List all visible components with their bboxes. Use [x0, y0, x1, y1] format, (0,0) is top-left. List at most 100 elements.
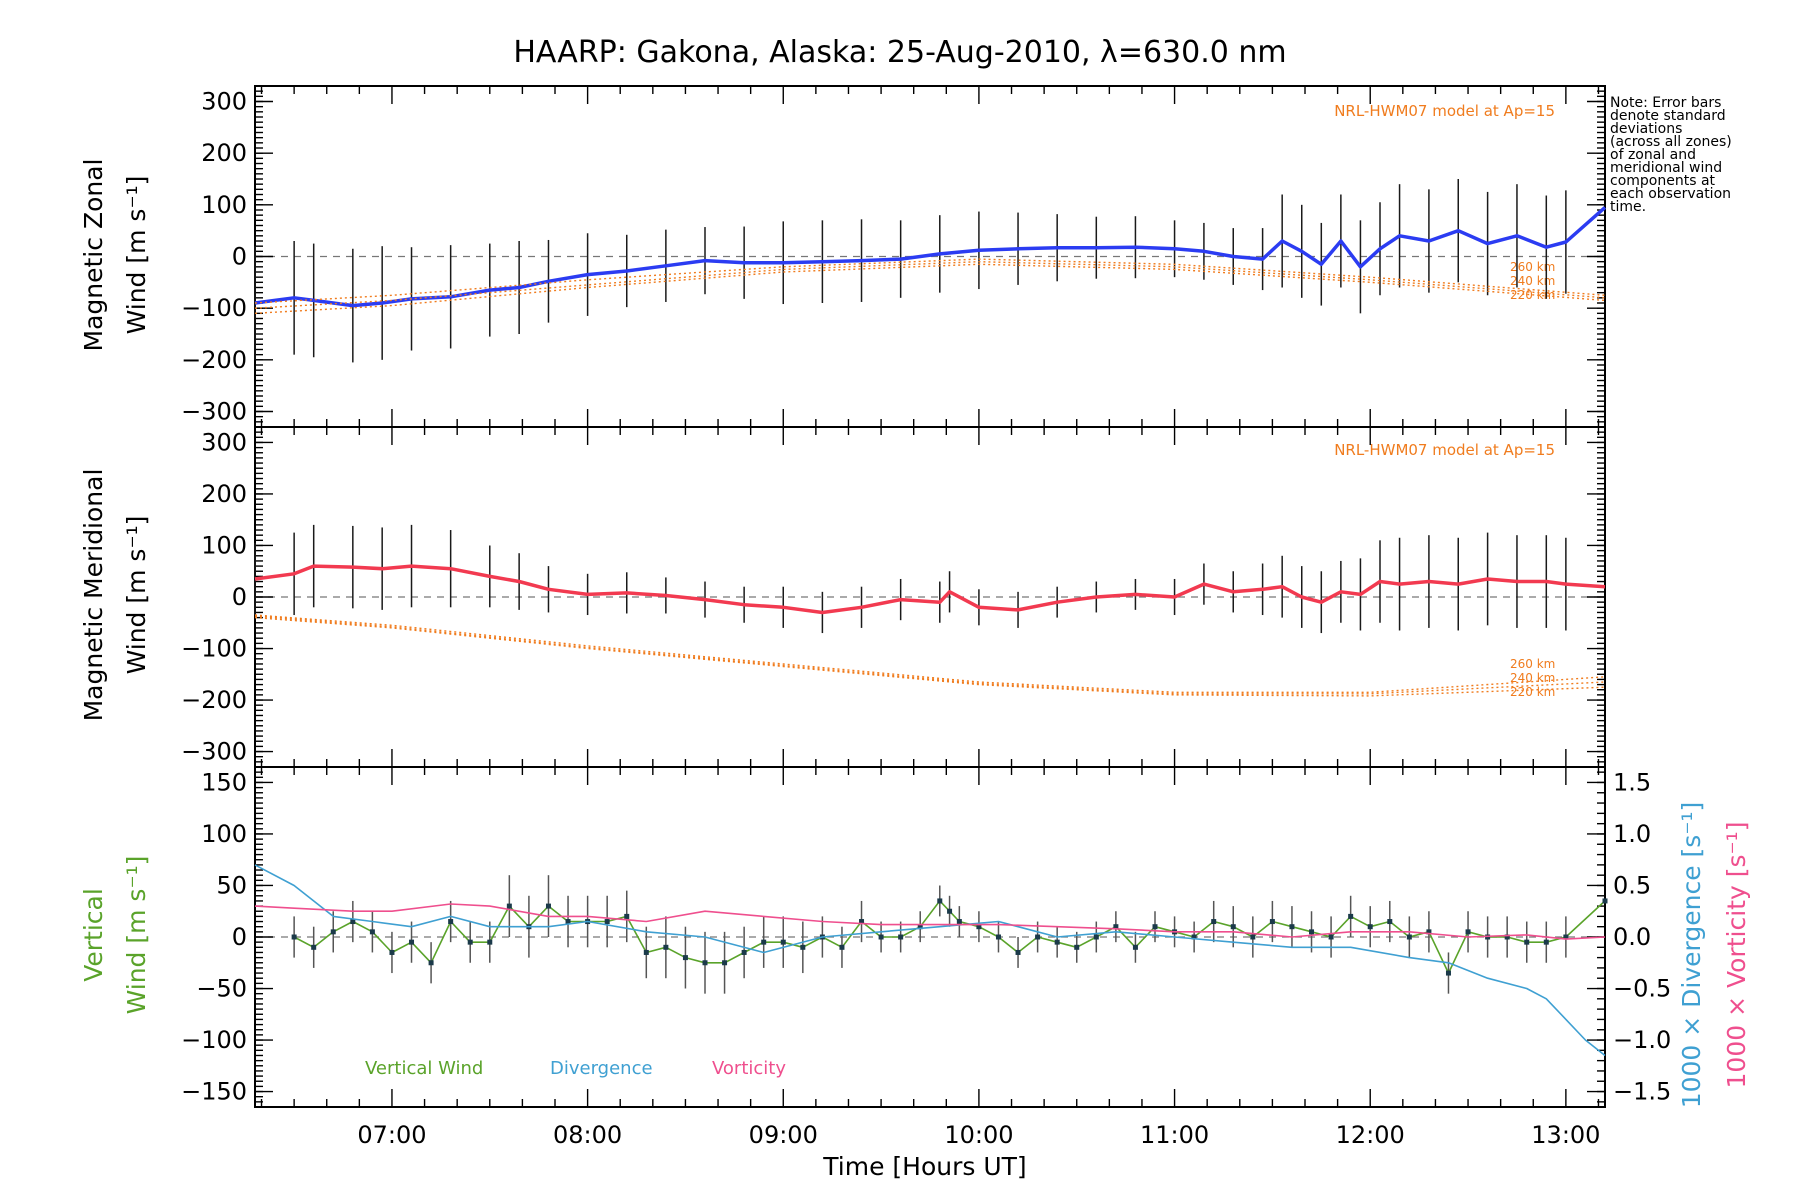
vertical-wind-point: [350, 919, 356, 925]
x-tick-label: 11:00: [1140, 1121, 1209, 1149]
vertical-wind-point: [1035, 934, 1041, 940]
y2-tick-label: −1.0: [1613, 1026, 1671, 1054]
y-tick-label: −200: [181, 346, 247, 374]
legend-vorticity: Vorticity: [712, 1058, 786, 1079]
x-tick-label: 08:00: [553, 1121, 622, 1149]
vertical-wind-point: [506, 903, 512, 909]
y2-tick-label: −1.5: [1613, 1078, 1671, 1106]
y-tick-label: 100: [201, 191, 247, 219]
y2-tick-label: 0.5: [1613, 871, 1651, 899]
vertical-wind-point: [937, 898, 943, 904]
vertical-wind-point: [1093, 934, 1099, 940]
vertical-wind-point: [1524, 939, 1530, 945]
vertical-wind-point: [428, 960, 434, 966]
x-tick-label: 09:00: [749, 1121, 818, 1149]
vertical-wind-point: [1309, 929, 1315, 935]
y2-tick-label: 1.5: [1613, 768, 1651, 796]
vertical-wind-point: [1328, 934, 1334, 940]
vertical-wind-point: [1367, 924, 1373, 930]
vertical-wind-point: [1445, 970, 1451, 976]
legend-divergence: Divergence: [550, 1058, 653, 1079]
vertical-wind-point: [780, 939, 786, 945]
vertical-wind-point: [1602, 898, 1608, 904]
divergence-line: [254, 864, 1606, 1057]
y-tick-label: −200: [181, 686, 247, 714]
y-tick-label: −100: [181, 635, 247, 663]
vertical-wind-point: [1250, 934, 1256, 940]
vertical-wind-point: [1563, 934, 1569, 940]
model-meridional-220km-line: [254, 616, 1606, 697]
y-tick-label: 300: [201, 88, 247, 116]
vertical-wind-point: [409, 939, 415, 945]
y-tick-label: 200: [201, 139, 247, 167]
x-tick-label: 12:00: [1336, 1121, 1405, 1149]
x-tick-label: 13:00: [1531, 1121, 1600, 1149]
meridional-wind-line: [254, 564, 1606, 615]
vertical-wind-point: [1269, 919, 1275, 925]
vertical-wind-point: [761, 939, 767, 945]
vertical-wind-point: [1465, 929, 1471, 935]
vertical-wind-point: [995, 934, 1001, 940]
y-tick-label: −300: [181, 738, 247, 766]
vertical-wind-point: [448, 919, 454, 925]
y2-tick-label: −0.5: [1613, 975, 1671, 1003]
y-tick-label: 0: [232, 923, 247, 951]
vertical-wind-point: [1211, 919, 1217, 925]
note-line: each observation: [1610, 186, 1731, 202]
y-tick-label: 300: [201, 428, 247, 456]
x-tick-label: 07:00: [357, 1121, 426, 1149]
model-260km-line: [254, 263, 1606, 314]
divergence-y2label: 1000 × Divergence [s⁻¹]: [1677, 802, 1706, 1109]
vertical-wind-point: [604, 919, 610, 925]
vertical-wind-point: [859, 919, 865, 925]
vertical-wind-point: [722, 960, 728, 966]
x-tick-label: 10:00: [944, 1121, 1013, 1149]
vertical-wind-point: [643, 949, 649, 955]
model-meridional-240km-line: [254, 615, 1606, 695]
vorticity-line: [254, 903, 1606, 940]
vertical-ylabel-line2: Wind [m s⁻¹]: [122, 856, 151, 1015]
vertical-wind-point: [898, 934, 904, 940]
vertical-wind-point: [878, 934, 884, 940]
vertical-wind-point: [741, 949, 747, 955]
zonal-wind-line: [254, 206, 1607, 308]
vertical-wind-point: [1387, 919, 1393, 925]
vertical-wind-point: [917, 924, 923, 930]
y-tick-label: −300: [181, 398, 247, 426]
vorticity-y2label: 1000 × Vorticity [s⁻¹]: [1722, 822, 1751, 1089]
vertical-wind-point: [545, 903, 551, 909]
vertical-wind-point: [1015, 949, 1021, 955]
y-tick-label: −100: [181, 294, 247, 322]
vertical-wind-point: [1132, 944, 1138, 950]
y-tick-label: −100: [181, 1026, 247, 1054]
vertical-wind-point: [467, 939, 473, 945]
vertical-wind-point: [1543, 939, 1549, 945]
vertical-wind-point: [330, 929, 336, 935]
vertical-wind-point: [369, 929, 375, 935]
vertical-wind-point: [1289, 924, 1295, 930]
note-line: (across all zones): [1610, 134, 1732, 150]
km-label-220: 220 km: [1510, 685, 1555, 699]
vertical-wind-point: [311, 944, 317, 950]
vertical-wind-point: [1113, 924, 1119, 930]
note-line: deviations: [1610, 121, 1682, 137]
vertical-wind-point: [682, 955, 688, 961]
y-tick-label: 100: [201, 531, 247, 559]
vertical-wind-point: [976, 924, 982, 930]
y-tick-label: −50: [196, 975, 247, 1003]
note-block: Note: Error bars denote standard deviati…: [1610, 95, 1732, 215]
note-line: denote standard: [1610, 108, 1726, 124]
y-tick-label: −150: [181, 1078, 247, 1106]
y-tick-label: 0: [232, 243, 247, 271]
y-tick-label: 0: [232, 583, 247, 611]
meridional-ylabel-line2: Wind [m s⁻¹]: [122, 516, 151, 675]
meridional-ylabel-line1: Magnetic Meridional: [79, 469, 108, 722]
km-label-260: 260 km: [1510, 260, 1555, 274]
vertical-wind-point: [956, 919, 962, 925]
vertical-wind-point: [702, 960, 708, 966]
vertical-wind-point: [1504, 934, 1510, 940]
vertical-ylabel-line1: Vertical: [79, 888, 108, 982]
vertical-wind-point: [1054, 939, 1060, 945]
note-line: time.: [1610, 199, 1646, 215]
